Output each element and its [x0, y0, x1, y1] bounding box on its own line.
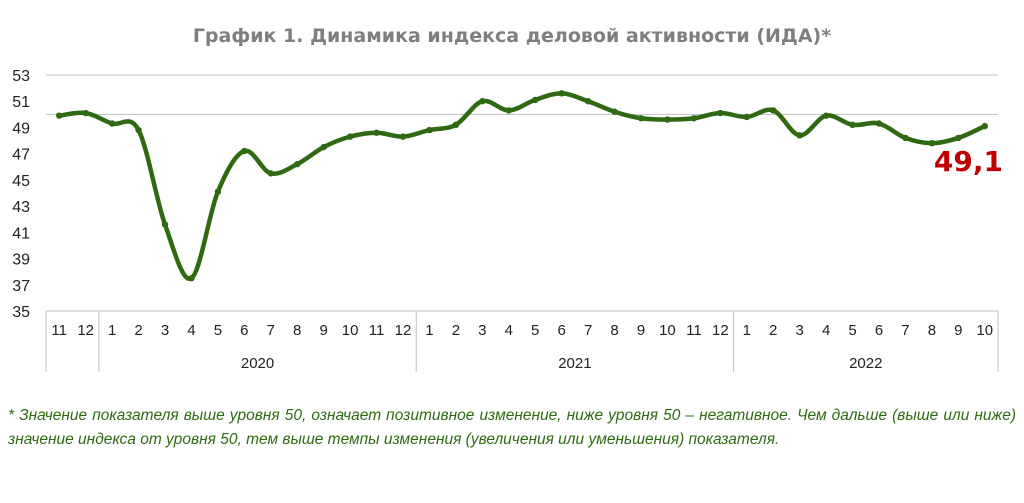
- x-tick-label: 4: [187, 322, 195, 339]
- x-tick-label: 8: [928, 322, 936, 339]
- x-tick-label: 2: [134, 322, 142, 339]
- data-point: [664, 116, 671, 123]
- x-tick-label: 11: [686, 322, 702, 339]
- x-tick-label: 7: [901, 322, 909, 339]
- y-tick-label: 43: [12, 199, 30, 216]
- year-label: 2021: [558, 355, 591, 372]
- x-tick-label: 9: [637, 322, 645, 339]
- data-point: [294, 160, 301, 168]
- data-point: [690, 115, 698, 122]
- data-point: [743, 113, 750, 121]
- data-point: [928, 139, 936, 147]
- x-tick-label: 9: [954, 322, 962, 339]
- x-tick-label: 12: [395, 322, 412, 339]
- x-tick-label: 5: [214, 322, 222, 339]
- data-point: [267, 170, 274, 177]
- data-point: [637, 115, 645, 122]
- series-line-group: [56, 90, 988, 282]
- year-label: 2020: [241, 355, 274, 372]
- y-tick-label: 35: [12, 304, 30, 321]
- y-tick-label: 37: [12, 278, 30, 295]
- data-point: [346, 133, 354, 140]
- data-point: [479, 98, 486, 105]
- x-tick-label: 11: [51, 322, 67, 339]
- data-point: [426, 126, 433, 134]
- y-tick-label: 47: [12, 147, 30, 164]
- y-tick-label: 53: [12, 68, 30, 85]
- x-tick-label: 3: [478, 322, 486, 339]
- x-tick-label: 6: [557, 322, 565, 339]
- data-point: [584, 98, 592, 105]
- series-line: [56, 91, 988, 281]
- x-tick-label: 6: [875, 322, 883, 339]
- x-tick-label: 7: [584, 322, 592, 339]
- x-tick-label: 10: [976, 322, 993, 339]
- x-tick-label: 8: [610, 322, 618, 339]
- x-tick-label: 2: [452, 322, 460, 339]
- y-tick-label: 51: [12, 94, 30, 111]
- x-tick-label: 1: [743, 322, 751, 339]
- x-tick-label: 7: [267, 322, 275, 339]
- x-tick-label: 3: [795, 322, 803, 339]
- y-tick-label: 39: [12, 252, 30, 269]
- chart-title: График 1. Динамика индекса деловой актив…: [193, 25, 831, 47]
- y-tick-label: 41: [12, 225, 30, 242]
- data-point: [452, 121, 460, 129]
- data-point: [241, 147, 248, 155]
- data-point: [82, 109, 89, 117]
- data-point: [955, 134, 962, 142]
- x-tick-label: 12: [712, 322, 729, 339]
- x-tick-label: 10: [342, 322, 359, 339]
- data-point: [558, 90, 565, 97]
- data-point: [849, 121, 856, 129]
- data-point: [56, 112, 63, 119]
- x-tick-label: 4: [822, 322, 830, 339]
- year-label: 2022: [849, 355, 882, 372]
- data-point: [320, 143, 327, 151]
- x-tick-label: 4: [505, 322, 513, 339]
- y-tick-label: 49: [12, 120, 30, 137]
- x-tick-label: 12: [77, 322, 94, 339]
- data-point: [214, 188, 222, 195]
- y-tick-label: 45: [12, 173, 30, 190]
- data-point: [770, 107, 777, 114]
- x-tick-label: 1: [425, 322, 433, 339]
- x-tick-label: 8: [293, 322, 301, 339]
- x-tick-label: 3: [161, 322, 169, 339]
- data-point: [796, 132, 803, 139]
- data-point: [902, 134, 909, 142]
- data-point: [875, 120, 883, 127]
- data-point: [981, 122, 988, 130]
- data-point: [822, 112, 830, 119]
- data-point: [108, 120, 116, 127]
- data-point: [611, 108, 618, 115]
- x-tick-label: 11: [369, 322, 385, 339]
- x-tick-label: 6: [240, 322, 248, 339]
- x-tick-label: 10: [659, 322, 676, 339]
- last-value-label: 49,1: [934, 145, 1003, 178]
- x-tick-label: 5: [531, 322, 539, 339]
- x-tick-label: 5: [848, 322, 856, 339]
- x-tick-label: 1: [108, 322, 116, 339]
- data-point: [505, 107, 512, 114]
- data-point: [373, 129, 380, 136]
- data-point: [717, 109, 724, 117]
- data-point: [188, 275, 195, 282]
- data-point: [532, 96, 539, 104]
- data-point: [135, 126, 142, 134]
- x-tick-label: 2: [769, 322, 777, 339]
- data-point: [161, 221, 169, 228]
- footnote: * Значение показателя выше уровня 50, оз…: [8, 407, 1016, 448]
- x-tick-label: 9: [319, 322, 327, 339]
- chart: График 1. Динамика индекса деловой актив…: [12, 25, 1003, 372]
- data-point: [399, 133, 407, 140]
